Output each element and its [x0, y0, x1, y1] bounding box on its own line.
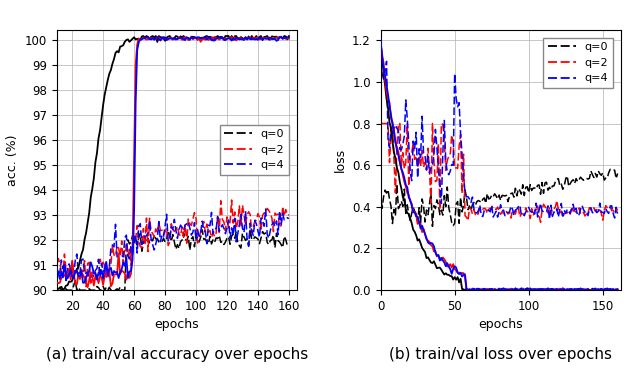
- Y-axis label: loss: loss: [334, 148, 347, 172]
- Text: (b) train/val loss over epochs: (b) train/val loss over epochs: [389, 347, 612, 362]
- Legend: q=0, q=2, q=4: q=0, q=2, q=4: [544, 38, 612, 88]
- X-axis label: epochs: epochs: [154, 318, 199, 331]
- Text: (a) train/val accuracy over epochs: (a) train/val accuracy over epochs: [45, 347, 308, 362]
- X-axis label: epochs: epochs: [478, 318, 523, 331]
- Legend: q=0, q=2, q=4: q=0, q=2, q=4: [219, 125, 289, 174]
- Y-axis label: acc. (%): acc. (%): [6, 134, 19, 186]
